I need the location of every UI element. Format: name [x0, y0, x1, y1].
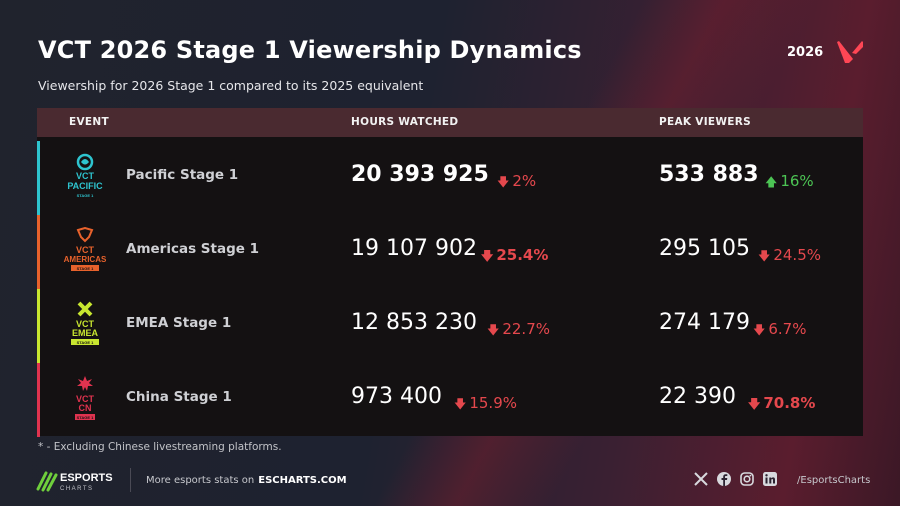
row-accent-bar [37, 141, 40, 215]
valorant-logo-icon [837, 41, 863, 63]
peak-viewers-change: 🡇 6.7% [753, 320, 807, 338]
svg-text:CHARTS: CHARTS [60, 486, 94, 492]
event-name: EMEA Stage 1 [126, 315, 232, 331]
footnote: * - Excluding Chinese livestreaming plat… [38, 441, 282, 453]
vct-pacific-logo-icon: VCT PACIFIC STAGE 1 [67, 153, 103, 198]
svg-text:EMEA: EMEA [72, 328, 99, 338]
vct-emea-logo-icon: VCT EMEA STAGE 1 [71, 301, 99, 345]
arrow-up-icon: 🡅 [765, 175, 778, 189]
peak-viewers-value: 22 390 [659, 384, 736, 409]
svg-text:STAGE 1: STAGE 1 [77, 415, 95, 420]
event-name: Pacific Stage 1 [126, 167, 239, 183]
table-row: VCT EMEA STAGE 1 EMEA Stage 1 12 853 230… [37, 289, 863, 363]
svg-text:CN: CN [79, 403, 92, 413]
footer-divider [130, 468, 131, 492]
table-row: VCT AMERICAS STAGE 1 Americas Stage 1 19… [37, 215, 863, 289]
page-subtitle: Viewership for 2026 Stage 1 compared to … [38, 78, 424, 93]
peak-viewers-value: 533 883 [659, 162, 759, 187]
svg-text:VCT: VCT [76, 245, 95, 255]
svg-text:VCT: VCT [76, 394, 95, 404]
esports-charts-mark-icon [36, 471, 58, 492]
hours-watched-value: 12 853 230 [351, 310, 477, 335]
peak-viewers-value: 274 179 [659, 310, 750, 335]
hours-watched-value: 973 400 [351, 384, 442, 409]
row-accent-bar [37, 363, 40, 437]
table-row: VCT PACIFIC STAGE 1 Pacific Stage 1 20 3… [37, 141, 863, 215]
event-name: China Stage 1 [126, 389, 232, 405]
hours-watched-change: 🡇 25.4% [481, 246, 549, 264]
facebook-icon[interactable] [717, 472, 731, 486]
svg-text:STAGE 1: STAGE 1 [77, 193, 95, 198]
hours-watched-change: 🡇 22.7% [487, 320, 550, 338]
hours-watched-change: 🡇 2% [497, 172, 537, 190]
arrow-down-icon: 🡇 [497, 175, 510, 189]
column-header-hours-watched: HOURS WATCHED [351, 116, 459, 128]
svg-text:STAGE 1: STAGE 1 [77, 266, 95, 271]
social-handle[interactable]: /EsportsCharts [797, 475, 871, 486]
svg-text:ESPORTS: ESPORTS [60, 472, 113, 484]
svg-text:VCT: VCT [76, 171, 95, 181]
more-stats-text: More esports stats on ESCHARTS.COM [146, 475, 347, 486]
hours-watched-value: 19 107 902 [351, 236, 477, 261]
arrow-down-icon: 🡇 [487, 323, 500, 337]
arrow-down-icon: 🡇 [748, 397, 761, 411]
peak-viewers-value: 295 105 [659, 236, 750, 261]
table-row: VCT CN STAGE 1 China Stage 1 973 400 🡇 15… [37, 363, 863, 437]
column-header-peak-viewers: PEAK VIEWERS [659, 116, 751, 128]
instagram-icon[interactable] [740, 472, 754, 486]
event-name: Americas Stage 1 [126, 241, 260, 257]
svg-text:AMERICAS: AMERICAS [64, 255, 107, 264]
esports-charts-logo[interactable]: ESPORTS CHARTS [36, 469, 121, 493]
row-accent-bar [37, 289, 40, 363]
table-header: EVENT HOURS WATCHED PEAK VIEWERS [37, 108, 863, 137]
escharts-link[interactable]: ESCHARTS.COM [258, 475, 347, 486]
vct-china-logo-icon: VCT CN STAGE 1 [75, 376, 95, 420]
arrow-down-icon: 🡇 [753, 323, 766, 337]
svg-text:VCT: VCT [76, 319, 95, 329]
arrow-down-icon: 🡇 [758, 249, 771, 263]
hours-watched-value: 20 393 925 [351, 162, 489, 187]
year-label: 2026 [787, 45, 824, 60]
arrow-down-icon: 🡇 [481, 249, 494, 263]
linkedin-icon[interactable] [763, 472, 777, 486]
peak-viewers-change: 🡇 70.8% [748, 394, 816, 412]
peak-viewers-change: 🡇 24.5% [758, 246, 821, 264]
row-accent-bar [37, 215, 40, 289]
vct-americas-logo-icon: VCT AMERICAS STAGE 1 [64, 227, 107, 271]
page-title: VCT 2026 Stage 1 Viewership Dynamics [38, 36, 582, 64]
viewership-table: EVENT HOURS WATCHED PEAK VIEWERS VCT PAC… [37, 108, 863, 437]
peak-viewers-change: 🡅 16% [765, 172, 814, 190]
arrow-down-icon: 🡇 [454, 397, 467, 411]
svg-text:PACIFIC: PACIFIC [67, 181, 103, 191]
svg-text:STAGE 1: STAGE 1 [77, 340, 95, 345]
hours-watched-change: 🡇 15.9% [454, 394, 517, 412]
column-header-event: EVENT [69, 116, 109, 128]
x-icon[interactable] [694, 472, 708, 486]
